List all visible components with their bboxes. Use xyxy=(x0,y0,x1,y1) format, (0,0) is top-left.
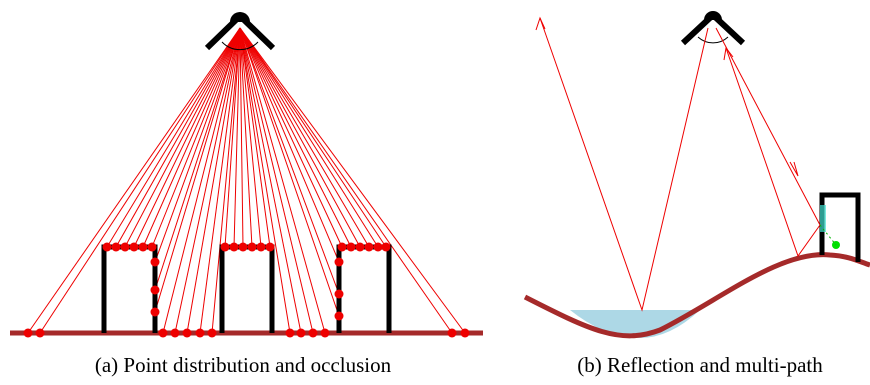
point xyxy=(266,243,275,252)
terrain xyxy=(525,255,870,336)
ray xyxy=(240,28,351,247)
ray xyxy=(716,28,820,256)
point xyxy=(230,243,239,252)
point xyxy=(257,243,266,252)
building xyxy=(339,247,389,333)
ray xyxy=(240,28,339,262)
point xyxy=(382,243,391,252)
point xyxy=(309,329,318,338)
caption: (b) Reflection and multi-path xyxy=(577,353,823,377)
point xyxy=(159,329,168,338)
arrow xyxy=(790,162,798,176)
building xyxy=(104,247,155,333)
point xyxy=(297,329,306,338)
figure: (a) Point distribution and occlusion (b)… xyxy=(0,0,870,385)
ray xyxy=(28,28,240,333)
point xyxy=(335,312,344,321)
caption: (a) Point distribution and occlusion xyxy=(95,353,392,377)
point xyxy=(183,329,192,338)
ray xyxy=(240,28,339,316)
point xyxy=(151,286,160,295)
point xyxy=(208,329,217,338)
building xyxy=(222,247,272,333)
ray xyxy=(40,28,240,333)
point xyxy=(248,243,257,252)
point xyxy=(221,243,230,252)
ray xyxy=(107,28,240,247)
point xyxy=(36,329,45,338)
ray xyxy=(240,28,313,333)
building xyxy=(822,195,858,262)
sensor-head xyxy=(704,11,722,20)
point xyxy=(139,243,148,252)
point xyxy=(24,329,33,338)
reflective-surface xyxy=(820,205,826,232)
ray xyxy=(163,28,240,333)
point xyxy=(196,329,205,338)
reflection-rays xyxy=(536,18,836,310)
point xyxy=(112,243,121,252)
point xyxy=(335,290,344,299)
ray xyxy=(187,28,240,333)
sensor-head xyxy=(230,12,250,22)
ray xyxy=(134,28,240,247)
point xyxy=(286,329,295,338)
point xyxy=(335,258,344,267)
page: {"captions": {"a": "(a) Point distributi… xyxy=(0,0,870,385)
point xyxy=(461,329,470,338)
point xyxy=(151,308,160,317)
point xyxy=(347,243,356,252)
point xyxy=(130,243,139,252)
point xyxy=(365,243,374,252)
ray xyxy=(540,18,708,310)
point xyxy=(338,243,347,252)
point xyxy=(374,243,383,252)
point xyxy=(121,243,130,252)
rays xyxy=(28,28,465,333)
point xyxy=(321,329,330,338)
point xyxy=(171,329,180,338)
point xyxy=(103,243,112,252)
point xyxy=(356,243,365,252)
point xyxy=(239,243,248,252)
point xyxy=(448,329,457,338)
point xyxy=(151,258,160,267)
point xyxy=(148,243,157,252)
